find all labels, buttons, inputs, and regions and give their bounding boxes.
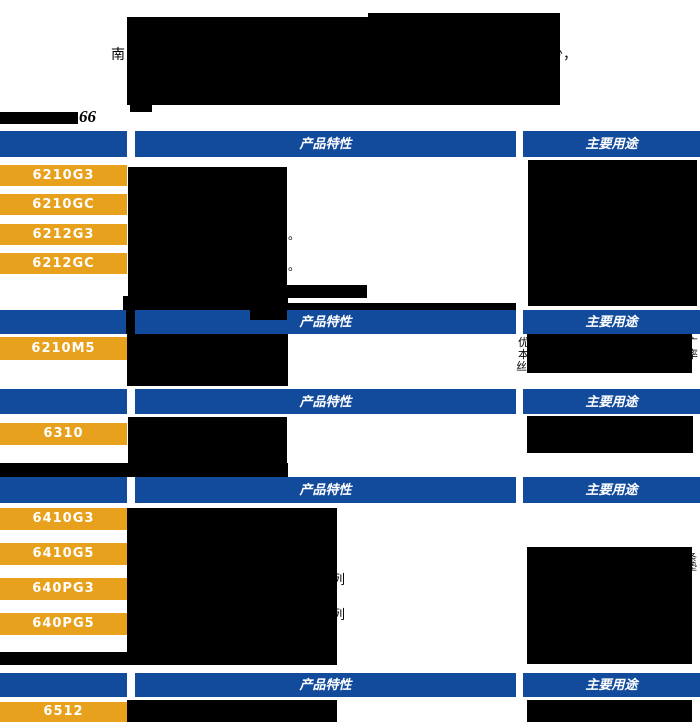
table-header-feature	[135, 131, 516, 157]
redaction-block	[283, 231, 287, 238]
table-header-left-spacer	[0, 477, 127, 503]
intro-text-fragment-left: 南	[111, 48, 125, 63]
redaction-block	[126, 310, 135, 334]
redaction-block	[0, 112, 78, 124]
redaction-block	[123, 296, 288, 310]
product-cell: 6210GC	[0, 194, 127, 215]
redaction-block	[527, 700, 692, 722]
usage-text-fragment: 丝	[516, 361, 527, 373]
redaction-block	[127, 700, 337, 722]
usage-text-fragment: 本	[518, 349, 529, 361]
redaction-block	[527, 334, 692, 373]
table-header-usage	[523, 131, 700, 157]
table-header-usage	[523, 477, 700, 503]
table-header-usage-label: 主要用途	[585, 677, 638, 692]
table-header-usage	[523, 673, 700, 697]
feature-text-fragment: 列	[332, 607, 346, 622]
product-cell: 6210M5	[0, 337, 127, 360]
usage-text-fragment: 垫	[687, 562, 697, 573]
redaction-block	[0, 463, 288, 477]
table-header-left-spacer	[0, 389, 127, 414]
redaction-block	[528, 160, 697, 306]
product-cell: 6410G5	[0, 543, 127, 565]
table-header-feature-label: 产品特性	[299, 677, 352, 692]
redaction-block	[250, 310, 287, 320]
product-cell: 640PG3	[0, 578, 127, 600]
table-header-usage-label: 主要用途	[585, 314, 638, 329]
table-header-usage	[523, 389, 700, 414]
table-header-feature	[135, 673, 516, 697]
product-cell: 6512	[0, 702, 127, 722]
table-header-feature-label: 产品特性	[299, 482, 352, 497]
redaction-block	[128, 167, 287, 303]
table-header-feature-label: 产品特性	[299, 394, 352, 409]
redaction-block	[250, 285, 367, 298]
product-cell: 6212GC	[0, 253, 127, 274]
table-header-usage-label: 主要用途	[585, 482, 638, 497]
table-header-feature-label: 产品特性	[299, 314, 352, 329]
usage-text-fragment: 优	[518, 337, 529, 349]
redaction-block	[127, 17, 560, 105]
usage-text-fragment: 广	[687, 337, 698, 349]
redaction-block	[368, 13, 560, 19]
usage-text-fragment: 率	[687, 349, 698, 361]
redaction-block	[130, 105, 152, 112]
table-header-feature-label: 产品特性	[299, 136, 352, 151]
table-header-left-spacer	[0, 310, 127, 334]
redaction-block	[283, 262, 287, 269]
page-number: 66	[79, 107, 96, 126]
product-cell: 6310	[0, 423, 127, 445]
redaction-block	[527, 416, 693, 453]
table-header-left-spacer	[0, 131, 127, 157]
table-header-left-spacer	[0, 673, 127, 697]
product-cell: 6210G3	[0, 165, 127, 186]
table-header-usage	[523, 310, 700, 334]
redaction-block	[527, 547, 692, 664]
redaction-block	[127, 508, 337, 652]
table-header-usage-label: 主要用途	[585, 394, 638, 409]
table-header-feature	[135, 310, 516, 334]
feature-text-fragment: 。	[288, 259, 301, 273]
feature-text-fragment: 列	[332, 572, 346, 587]
product-cell: 6212G3	[0, 224, 127, 245]
table-header-usage-label: 主要用途	[585, 136, 638, 151]
redaction-block	[127, 334, 288, 386]
redaction-block	[0, 652, 337, 665]
redaction-block	[128, 417, 287, 463]
usage-text-fragment: 条	[687, 553, 697, 564]
table-header-feature	[135, 477, 516, 503]
product-cell: 6410G3	[0, 508, 127, 530]
feature-text-fragment: 。	[288, 228, 301, 242]
redaction-block	[288, 303, 516, 310]
product-cell: 640PG5	[0, 613, 127, 635]
table-header-feature	[135, 389, 516, 414]
